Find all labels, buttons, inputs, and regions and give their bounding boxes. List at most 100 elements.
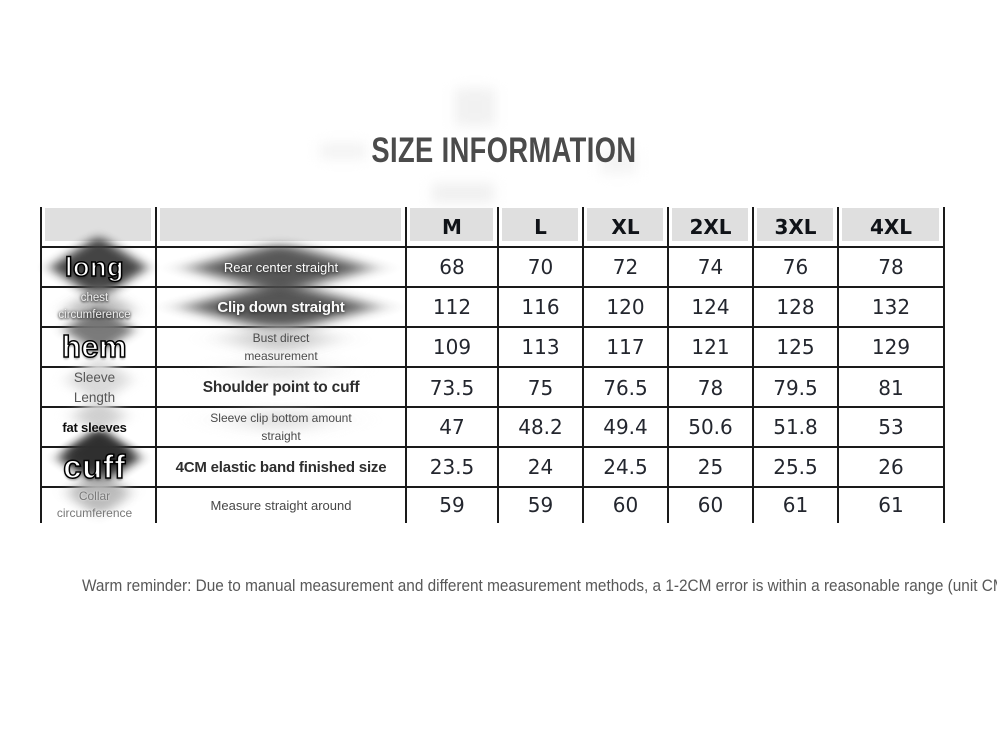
value-cell: 49.4 xyxy=(582,408,667,446)
size-col-header: 4XL xyxy=(837,207,945,246)
header-part-cell xyxy=(40,207,155,246)
value-cell: 73.5 xyxy=(405,368,497,408)
value-cell: 116 xyxy=(497,288,582,326)
part-label: chest circumference xyxy=(58,292,131,321)
value-cell: 79.5 xyxy=(752,368,837,408)
header-fill xyxy=(587,208,663,241)
part-label-cell: Sleeve Length xyxy=(40,355,155,408)
table-row: Collar circumference Measure straight ar… xyxy=(40,480,945,523)
method-label: Sleeve clip bottom amount straight xyxy=(210,411,352,443)
value-cell: 60 xyxy=(667,488,752,523)
page-title-text: SIZE INFORMATION xyxy=(370,131,637,170)
value-cell: 125 xyxy=(752,328,837,366)
value-cell: 25.5 xyxy=(752,448,837,486)
value-cell: 51.8 xyxy=(752,408,837,446)
part-label: long xyxy=(64,251,124,283)
part-label-cell: hem xyxy=(40,305,155,366)
header-fill xyxy=(672,208,748,241)
value-cell: 53 xyxy=(837,408,945,446)
value-cell: 23.5 xyxy=(405,448,497,486)
value-cell: 132 xyxy=(837,288,945,326)
part-label-cell: long xyxy=(40,235,155,300)
value-cell: 117 xyxy=(582,328,667,366)
method-label-cell: Bust direct measurement xyxy=(155,323,405,366)
value-cell: 59 xyxy=(405,488,497,523)
value-cell: 75 xyxy=(497,368,582,408)
part-label: cuff xyxy=(63,447,126,486)
value-cell: 78 xyxy=(837,248,945,286)
value-cell: 72 xyxy=(582,248,667,286)
method-label-cell: Clip down straight xyxy=(155,281,405,333)
header-method-cell xyxy=(155,207,405,246)
value-cell: 113 xyxy=(497,328,582,366)
table-row: fat sleeves Sleeve clip bottom amount st… xyxy=(40,397,945,475)
header-fill xyxy=(502,208,578,241)
size-table: M L XL 2XL 3XL 4XL long Rear center stra… xyxy=(40,207,945,523)
background-artifact xyxy=(432,183,494,203)
value-cell: 68 xyxy=(405,248,497,286)
value-cell: 128 xyxy=(752,288,837,326)
header-fill xyxy=(45,208,151,241)
table-row: hem Bust direct measurement 109 113 117 … xyxy=(40,305,945,368)
method-label-cell: Measure straight around xyxy=(155,488,405,523)
background-artifact xyxy=(320,143,366,159)
method-label-cell: Rear center straight xyxy=(155,242,405,294)
table-row: chest circumference Clip down straight 1… xyxy=(40,281,945,333)
value-cell: 81 xyxy=(837,368,945,408)
value-cell: 121 xyxy=(667,328,752,366)
value-cell: 47 xyxy=(405,408,497,446)
part-label: fat sleeves xyxy=(62,419,127,435)
size-col-label: M xyxy=(442,214,462,239)
size-col-label: XL xyxy=(611,214,640,239)
table-row: Sleeve Length Shoulder point to cuff 73.… xyxy=(40,355,945,408)
size-col-label: 4XL xyxy=(869,214,913,239)
value-cell: 24 xyxy=(497,448,582,486)
value-cell: 61 xyxy=(752,488,837,523)
table-row: cuff 4CM elastic band finished size 23.5… xyxy=(40,429,945,514)
value-cell: 61 xyxy=(837,488,945,523)
background-artifact xyxy=(455,88,495,126)
size-col-label: 3XL xyxy=(774,214,817,239)
page-title: SIZE INFORMATION xyxy=(0,131,997,171)
warm-reminder-text: Warm reminder: Due to manual measurement… xyxy=(81,577,997,595)
value-cell: 112 xyxy=(405,288,497,326)
size-col-label: 2XL xyxy=(689,214,732,239)
header-fill xyxy=(757,208,833,241)
value-cell: 76 xyxy=(752,248,837,286)
table-header-row: M L XL 2XL 3XL 4XL xyxy=(40,207,945,248)
warm-reminder: Warm reminder: Due to manual measurement… xyxy=(0,577,997,596)
value-cell: 48.2 xyxy=(497,408,582,446)
part-label: Collar circumference xyxy=(56,489,133,521)
method-label-cell: Sleeve clip bottom amount straight xyxy=(155,407,405,446)
value-cell: 120 xyxy=(582,288,667,326)
value-cell: 26 xyxy=(837,448,945,486)
value-cell: 124 xyxy=(667,288,752,326)
value-cell: 50.6 xyxy=(667,408,752,446)
size-col-label: L xyxy=(534,214,547,239)
value-cell: 78 xyxy=(667,368,752,408)
method-label: Shoulder point to cuff xyxy=(202,378,360,396)
method-label: Bust direct measurement xyxy=(244,331,318,363)
part-label-cell: cuff xyxy=(40,429,155,514)
value-cell: 60 xyxy=(582,488,667,523)
part-label-cell: chest circumference xyxy=(40,287,155,333)
value-cell: 24.5 xyxy=(582,448,667,486)
size-col-header: 3XL xyxy=(752,207,837,246)
method-label: Clip down straight xyxy=(217,298,345,316)
header-fill xyxy=(410,208,493,241)
part-label-cell: fat sleeves xyxy=(40,397,155,475)
method-label-cell: 4CM elastic band finished size xyxy=(155,448,405,486)
value-cell: 129 xyxy=(837,328,945,366)
part-label: hem xyxy=(61,328,128,365)
size-col-header: L xyxy=(497,207,582,246)
table-row: long Rear center straight 68 70 72 74 76… xyxy=(40,235,945,300)
size-col-header: XL xyxy=(582,207,667,246)
method-label: 4CM elastic band finished size xyxy=(175,458,387,476)
part-label-cell: Collar circumference xyxy=(40,480,155,523)
header-fill xyxy=(842,208,939,241)
method-label-cell: Shoulder point to cuff xyxy=(155,355,405,408)
value-cell: 59 xyxy=(497,488,582,523)
method-label: Measure straight around xyxy=(210,497,352,513)
value-cell: 109 xyxy=(405,328,497,366)
header-fill xyxy=(160,208,401,241)
